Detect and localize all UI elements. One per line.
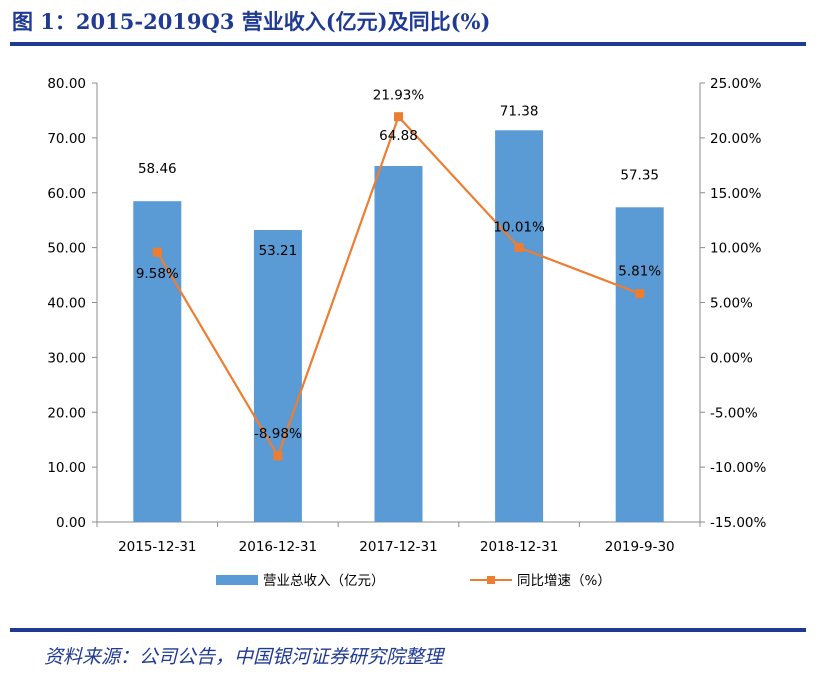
left-tick-label: 70.00 bbox=[47, 131, 86, 147]
bar bbox=[374, 165, 423, 522]
x-tick-label: 2017-12-31 bbox=[359, 539, 437, 555]
bar bbox=[615, 207, 664, 522]
left-tick-label: 60.00 bbox=[47, 186, 86, 202]
right-tick-label: 10.00% bbox=[710, 241, 762, 257]
left-tick-label: 80.00 bbox=[47, 76, 86, 92]
line-marker bbox=[152, 247, 162, 257]
left-axis: 0.00 10.00 20.00 30.00 40.00 50.00 60.00 70.00 8… bbox=[47, 76, 98, 531]
right-tick-label: 0.00% bbox=[710, 350, 753, 366]
x-tick-label: 2015-12-31 bbox=[118, 539, 196, 555]
legend-line-marker bbox=[487, 576, 495, 584]
bar-value-label: 71.38 bbox=[500, 103, 539, 119]
right-tick-label: 20.00% bbox=[710, 131, 762, 147]
line-marker bbox=[514, 243, 524, 253]
bar-value-label: 58.46 bbox=[138, 161, 177, 177]
right-tick-label: -15.00% bbox=[710, 515, 767, 531]
bottom-rule bbox=[10, 628, 806, 632]
left-tick-label: 20.00 bbox=[47, 405, 86, 421]
x-tick-label: 2019-9-30 bbox=[605, 539, 675, 555]
line-value-label: -8.98% bbox=[254, 426, 302, 442]
left-tick-label: 30.00 bbox=[47, 350, 86, 366]
line-value-label: 21.93% bbox=[373, 88, 425, 104]
legend-bar-swatch bbox=[216, 575, 258, 585]
x-tick-label: 2016-12-31 bbox=[239, 539, 317, 555]
line-value-label: 10.01% bbox=[493, 220, 545, 236]
line-marker bbox=[273, 451, 283, 461]
chart-title: 图 1：2015-2019Q3 营业收入(亿元)及同比(%) bbox=[12, 9, 491, 34]
bar-series bbox=[133, 130, 664, 522]
line-value-label: 9.58% bbox=[136, 266, 179, 282]
legend: 营业总收入（亿元） 同比增速（%） bbox=[216, 573, 611, 589]
bar-value-label: 64.88 bbox=[379, 128, 418, 144]
legend-line-label: 同比增速（%） bbox=[517, 573, 611, 589]
line-marker bbox=[635, 289, 645, 299]
bar-value-label: 57.35 bbox=[620, 167, 659, 183]
bar-value-label: 53.21 bbox=[259, 243, 298, 259]
right-tick-label: -10.00% bbox=[710, 460, 767, 476]
right-tick-label: 25.00% bbox=[710, 76, 762, 92]
x-axis: 2015-12-31 2016-12-31 2017-12-31 2018-12-31… bbox=[96, 521, 701, 555]
right-axis: -15.00% -10.00% -5.00% 0.00% 5.00% 10.00% 15.0… bbox=[699, 76, 767, 531]
line-value-label: 5.81% bbox=[618, 264, 661, 280]
chart: 0.00 10.00 20.00 30.00 40.00 50.00 60.00 70.00 8… bbox=[47, 76, 767, 589]
top-rule bbox=[10, 42, 806, 46]
right-tick-label: 15.00% bbox=[710, 186, 762, 202]
left-tick-label: 40.00 bbox=[47, 296, 86, 312]
right-tick-label: -5.00% bbox=[710, 405, 758, 421]
source-note: 资料来源：公司公告，中国银河证券研究院整理 bbox=[44, 646, 444, 668]
left-tick-label: 10.00 bbox=[47, 460, 86, 476]
line-marker bbox=[394, 112, 403, 122]
data-labels: 58.46 53.21 64.88 71.38 57.35 9.58% -8.98% 21.9… bbox=[136, 88, 661, 442]
bar bbox=[253, 230, 302, 522]
left-tick-label: 0.00 bbox=[56, 515, 86, 531]
x-tick-label: 2018-12-31 bbox=[480, 539, 558, 555]
line-series bbox=[152, 112, 645, 461]
legend-bar-label: 营业总收入（亿元） bbox=[263, 573, 385, 589]
bar bbox=[495, 130, 544, 522]
left-tick-label: 50.00 bbox=[47, 241, 86, 257]
right-tick-label: 5.00% bbox=[710, 296, 753, 312]
